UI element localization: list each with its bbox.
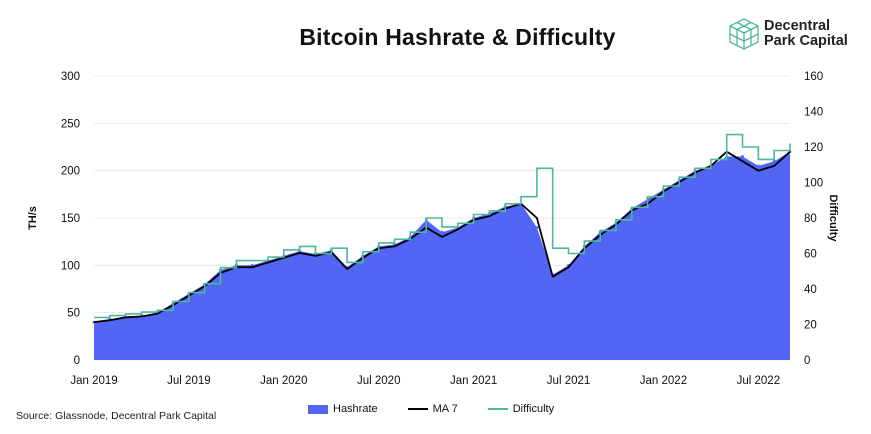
hashrate-point bbox=[440, 230, 444, 234]
y-left-tick-label: 200 bbox=[61, 166, 80, 178]
y-right-tick-label: 60 bbox=[804, 249, 817, 261]
legend-swatch bbox=[407, 408, 428, 410]
hashrate-point bbox=[772, 159, 776, 163]
hashrate-point bbox=[741, 155, 744, 158]
hashrate-area bbox=[94, 151, 790, 360]
x-tick-label: Jan 2022 bbox=[640, 375, 687, 387]
y-right-tick-label: 140 bbox=[804, 107, 823, 119]
y-left-tick-label: 50 bbox=[67, 308, 80, 320]
difficulty-layer bbox=[94, 133, 791, 319]
y-axis-left-label: TH/s bbox=[27, 206, 39, 230]
chart-title: Bitcoin Hashrate & Difficulty bbox=[299, 24, 616, 50]
legend-label: Hashrate bbox=[333, 403, 378, 415]
legend-item-ma-7: MA 7 bbox=[407, 403, 458, 415]
y-right-tick-label: 40 bbox=[804, 284, 817, 296]
legend-swatch bbox=[308, 404, 328, 414]
legend-item-difficulty: Difficulty bbox=[487, 403, 555, 415]
x-tick-label: Jul 2019 bbox=[167, 375, 210, 387]
y-right-tick-label: 20 bbox=[804, 320, 817, 332]
y-left-tick-label: 250 bbox=[61, 118, 80, 130]
difficulty-line bbox=[94, 133, 791, 319]
brand-logo: Decentral Park Capital bbox=[728, 17, 848, 51]
y-left-tick-label: 300 bbox=[61, 71, 80, 83]
cube-logo-icon bbox=[729, 18, 759, 50]
hashrate-point bbox=[250, 263, 254, 267]
y-right-tick-label: 80 bbox=[804, 213, 817, 225]
left-axis-ticks: 0 50 100 150 200 250 300 bbox=[61, 71, 80, 367]
legend-label: Difficulty bbox=[512, 403, 555, 415]
x-tick-label: Jul 2022 bbox=[737, 375, 780, 387]
y-left-tick-label: 0 bbox=[74, 355, 80, 367]
ma7-line bbox=[93, 150, 791, 323]
right-axis-ticks: 0 20 40 60 80 100 120 140 160 bbox=[804, 71, 823, 367]
legend-swatch bbox=[487, 408, 508, 410]
brand-line-1: Decentral bbox=[764, 18, 831, 34]
y-right-tick-label: 100 bbox=[804, 178, 823, 190]
x-tick-label: Jul 2020 bbox=[357, 375, 400, 387]
y-left-tick-label: 100 bbox=[61, 260, 80, 272]
x-tick-label: Jan 2019 bbox=[70, 375, 117, 387]
legend-label: MA 7 bbox=[432, 403, 458, 415]
x-tick-label: Jul 2021 bbox=[547, 375, 590, 387]
y-right-tick-label: 0 bbox=[804, 355, 810, 367]
source-note: Source: Glassnode, Decentral Park Capita… bbox=[16, 410, 217, 422]
x-tick-label: Jan 2020 bbox=[260, 375, 307, 387]
y-right-tick-label: 120 bbox=[804, 142, 823, 154]
legend: Hashrate MA 7 Difficulty bbox=[308, 403, 584, 415]
y-axis-right-label: Difficulty bbox=[827, 194, 839, 242]
hashrate-point bbox=[535, 226, 539, 229]
y-right-tick-label: 160 bbox=[804, 71, 823, 83]
x-axis-ticks: Jan 2019 Jul 2019 Jan 2020 Jul 2020 Jan 2021… bbox=[70, 375, 780, 387]
hashrate-point bbox=[756, 164, 760, 168]
y-left-tick-label: 150 bbox=[61, 213, 80, 225]
legend-item-hashrate: Hashrate bbox=[308, 403, 378, 415]
ma7-layer bbox=[93, 150, 791, 323]
hashrate-layer bbox=[92, 150, 792, 360]
brand-line-2: Park Capital bbox=[764, 33, 848, 49]
x-tick-label: Jan 2021 bbox=[450, 375, 497, 387]
